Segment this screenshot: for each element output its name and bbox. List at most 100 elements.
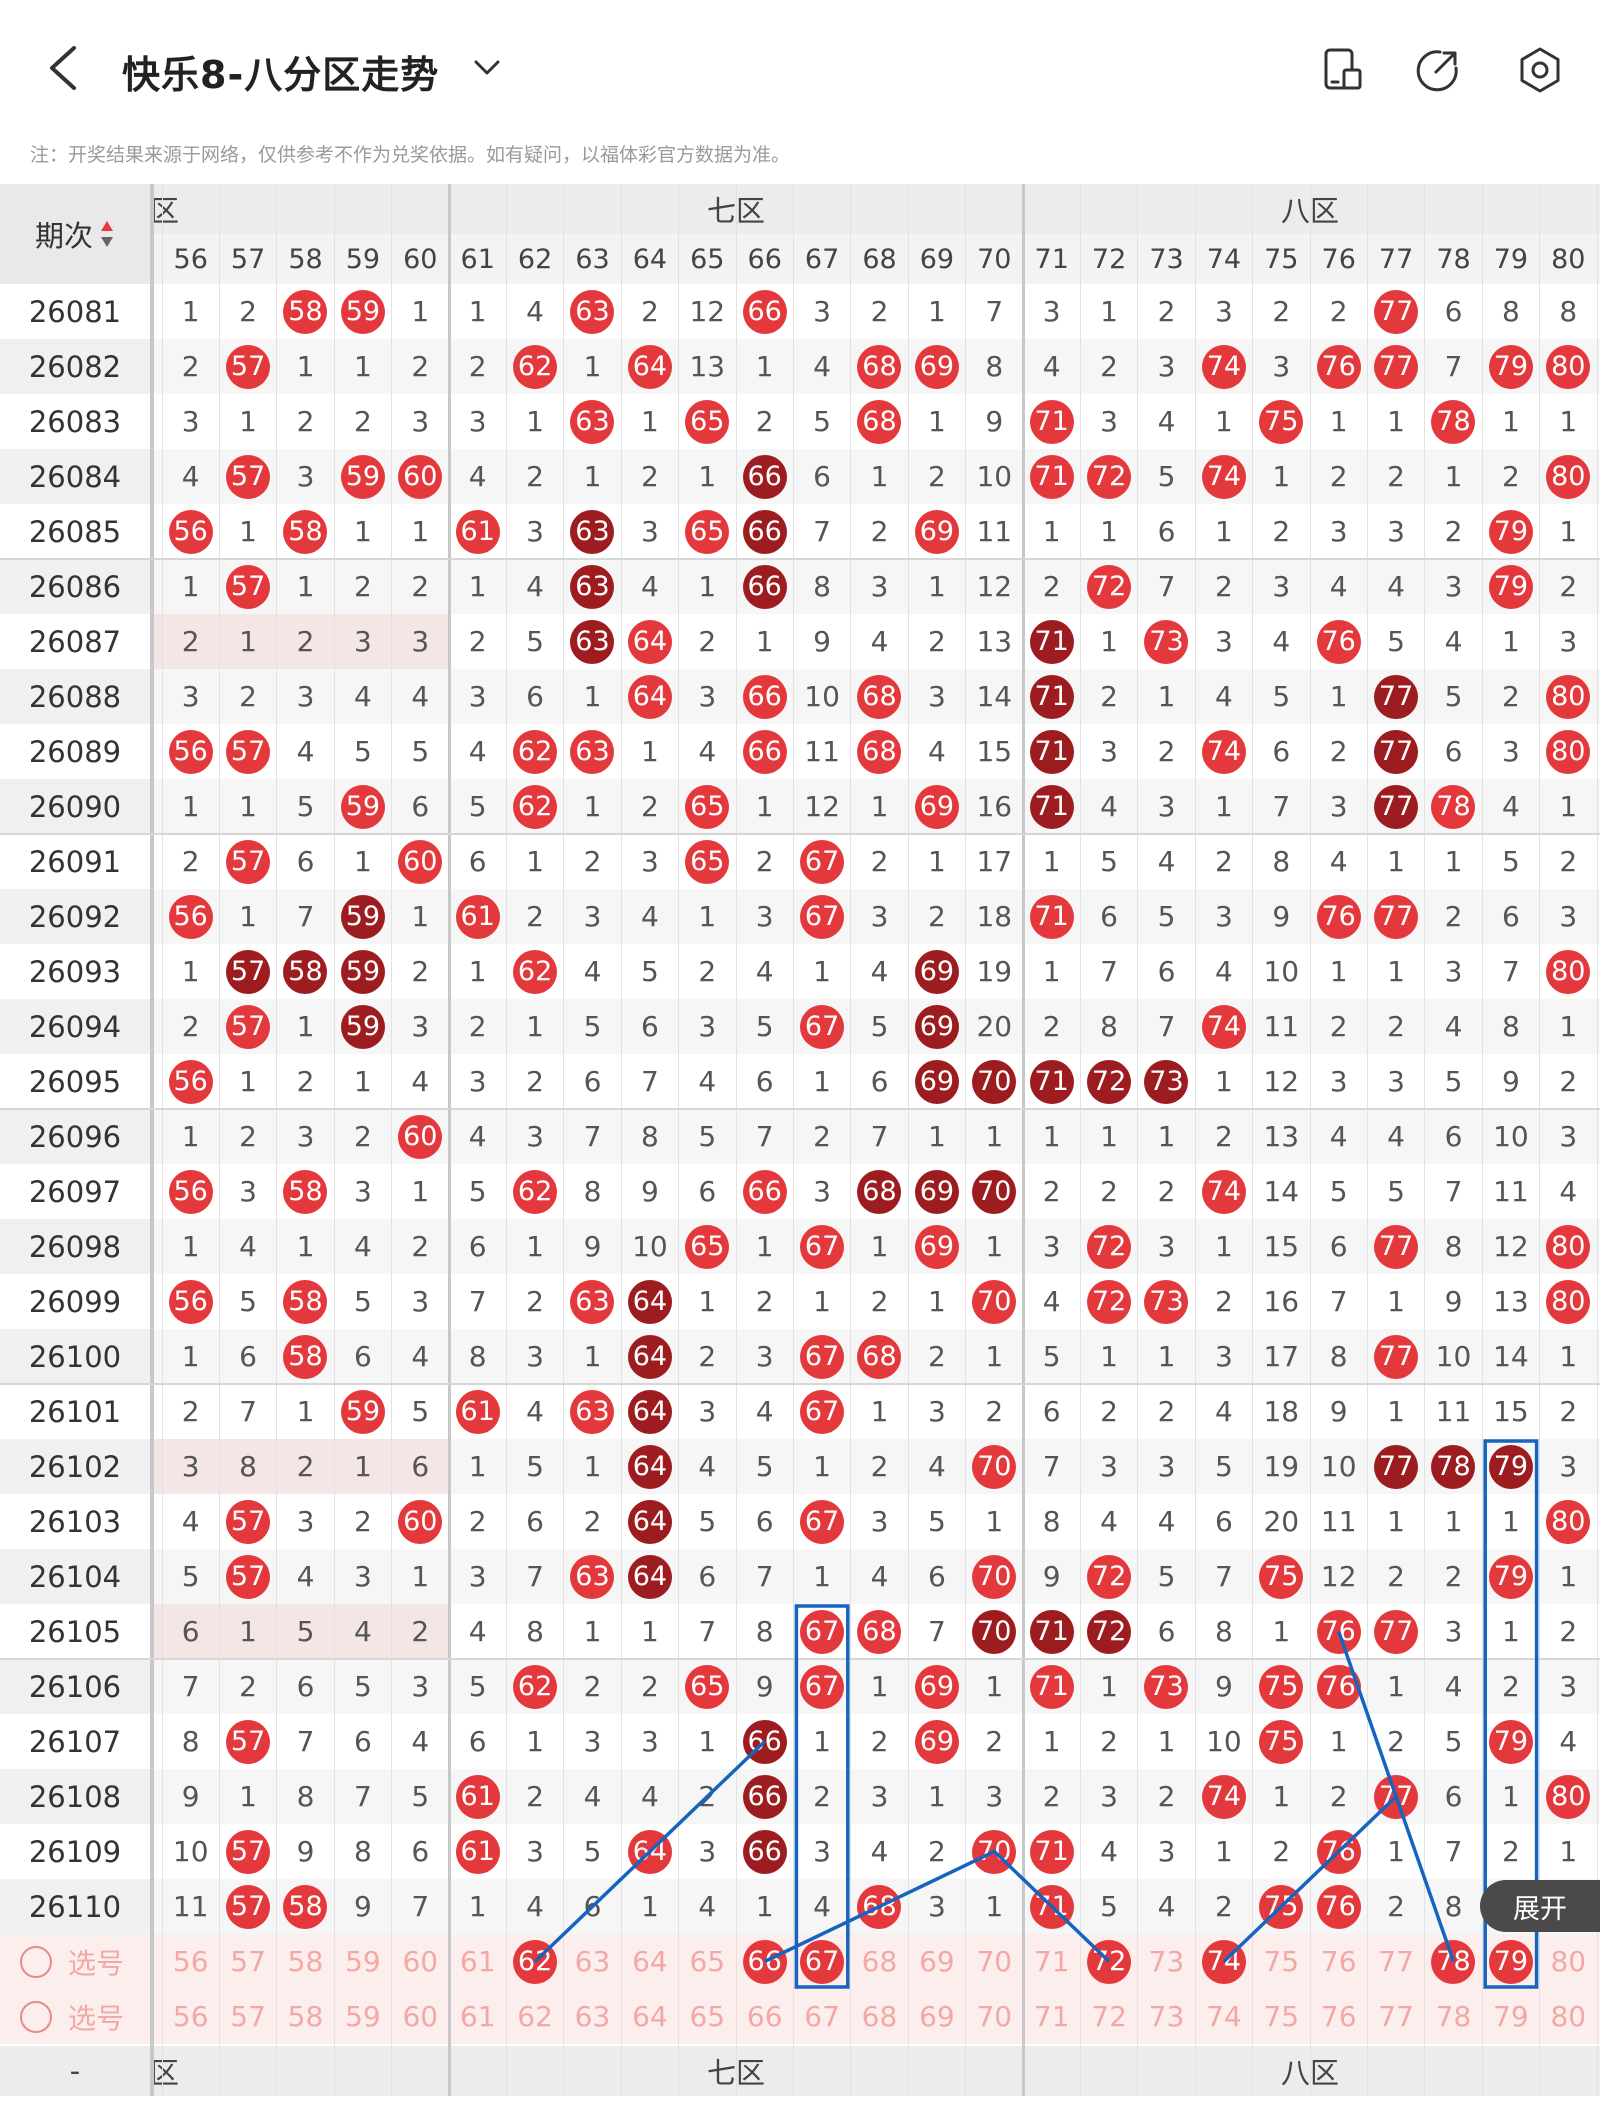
drawn-ball[interactable]: 75: [1259, 1884, 1304, 1929]
drawn-ball[interactable]: 71: [1029, 1884, 1074, 1929]
select-number-59[interactable]: 59: [345, 1945, 381, 1978]
drawn-ball[interactable]: 70: [972, 1609, 1017, 1654]
drawn-ball[interactable]: 77: [1374, 1444, 1419, 1489]
select-number-60[interactable]: 60: [402, 2000, 439, 2033]
select-label-cell[interactable]: 选号: [0, 1989, 170, 2044]
picked-ball[interactable]: 78: [1431, 1939, 1476, 1984]
drawn-ball[interactable]: 58: [283, 949, 328, 994]
drawn-ball[interactable]: 74: [1201, 454, 1246, 499]
drawn-ball[interactable]: 71: [1029, 1059, 1074, 1104]
picked-ball[interactable]: 72: [1087, 1939, 1132, 1984]
drawn-ball[interactable]: 65: [685, 399, 730, 444]
drawn-ball[interactable]: 68: [857, 729, 902, 774]
drawn-ball[interactable]: 72: [1087, 1059, 1132, 1104]
select-number-57[interactable]: 57: [230, 1945, 266, 1978]
drawn-ball[interactable]: 67: [800, 894, 845, 939]
drawn-ball[interactable]: 67: [800, 1389, 845, 1434]
drawn-ball[interactable]: 61: [455, 1389, 500, 1434]
drawn-ball[interactable]: 61: [455, 1774, 500, 1819]
sort-icon[interactable]: [99, 219, 115, 249]
drawn-ball[interactable]: 69: [914, 949, 959, 994]
drawn-ball[interactable]: 74: [1201, 1169, 1246, 1214]
drawn-ball[interactable]: 77: [1374, 289, 1419, 334]
drawn-ball[interactable]: 63: [570, 619, 615, 664]
drawn-ball[interactable]: 73: [1144, 1279, 1189, 1324]
select-number-56[interactable]: 56: [172, 1945, 209, 1978]
issue-column-header[interactable]: 期次: [0, 184, 150, 284]
select-number-71[interactable]: 71: [1033, 2000, 1070, 2033]
drawn-ball[interactable]: 59: [340, 289, 385, 334]
drawn-ball[interactable]: 64: [627, 344, 672, 389]
select-number-80[interactable]: 80: [1550, 1945, 1587, 1978]
drawn-ball[interactable]: 67: [800, 1334, 845, 1379]
drawn-ball[interactable]: 79: [1488, 344, 1533, 389]
drawn-ball[interactable]: 67: [800, 1664, 845, 1709]
drawn-ball[interactable]: 65: [685, 839, 730, 884]
select-number-68[interactable]: 68: [861, 1945, 898, 1978]
drawn-ball[interactable]: 68: [857, 1169, 902, 1214]
select-number-65[interactable]: 65: [689, 1945, 726, 1978]
drawn-ball[interactable]: 62: [513, 949, 558, 994]
picked-ball[interactable]: 67: [800, 1939, 845, 1984]
drawn-ball[interactable]: 64: [627, 1389, 672, 1434]
picked-ball[interactable]: 66: [742, 1939, 787, 1984]
select-number-66[interactable]: 66: [736, 1934, 793, 1989]
select-number-62[interactable]: 62: [506, 1934, 563, 1989]
drawn-ball[interactable]: 56: [168, 1169, 213, 1214]
drawn-ball[interactable]: 64: [627, 674, 672, 719]
drawn-ball[interactable]: 74: [1201, 1004, 1246, 1049]
expand-button[interactable]: 展开: [1480, 1880, 1600, 1932]
drawn-ball[interactable]: 59: [340, 454, 385, 499]
drawn-ball[interactable]: 59: [340, 894, 385, 939]
drawn-ball[interactable]: 71: [1029, 674, 1074, 719]
settings-icon[interactable]: [1516, 46, 1564, 94]
drawn-ball[interactable]: 57: [226, 454, 271, 499]
drawn-ball[interactable]: 66: [742, 289, 787, 334]
drawn-ball[interactable]: 66: [742, 729, 787, 774]
select-number-77[interactable]: 77: [1378, 1945, 1414, 1978]
drawn-ball[interactable]: 69: [914, 1169, 959, 1214]
drawn-ball[interactable]: 57: [226, 839, 271, 884]
drawn-ball[interactable]: 69: [914, 344, 959, 389]
select-number-79[interactable]: 79: [1482, 1934, 1539, 1989]
drawn-ball[interactable]: 56: [168, 729, 213, 774]
drawn-ball[interactable]: 59: [340, 1004, 385, 1049]
drawn-ball[interactable]: 63: [570, 1389, 615, 1434]
drawn-ball[interactable]: 80: [1546, 1774, 1591, 1819]
drawn-ball[interactable]: 56: [168, 894, 213, 939]
drawn-ball[interactable]: 70: [972, 1829, 1017, 1874]
drawn-ball[interactable]: 66: [742, 1169, 787, 1214]
drawn-ball[interactable]: 68: [857, 1609, 902, 1654]
drawn-ball[interactable]: 70: [972, 1554, 1017, 1599]
select-label-cell[interactable]: 选号: [0, 1934, 170, 1989]
drawn-ball[interactable]: 61: [455, 1829, 500, 1874]
drawn-ball[interactable]: 60: [398, 454, 443, 499]
drawn-ball[interactable]: 77: [1374, 1334, 1419, 1379]
select-number-76[interactable]: 76: [1320, 1945, 1357, 1978]
select-number-64[interactable]: 64: [632, 2000, 668, 2033]
drawn-ball[interactable]: 58: [283, 1884, 328, 1929]
drawn-ball[interactable]: 69: [914, 784, 959, 829]
drawn-ball[interactable]: 57: [226, 564, 271, 609]
select-number-74[interactable]: 74: [1206, 2000, 1242, 2033]
drawn-ball[interactable]: 79: [1488, 1444, 1533, 1489]
drawn-ball[interactable]: 57: [226, 1004, 271, 1049]
select-number-78[interactable]: 78: [1435, 2000, 1472, 2033]
drawn-ball[interactable]: 71: [1029, 1609, 1074, 1654]
select-number-75[interactable]: 75: [1263, 1945, 1300, 1978]
drawn-ball[interactable]: 59: [340, 784, 385, 829]
drawn-ball[interactable]: 65: [685, 509, 730, 554]
drawn-ball[interactable]: 70: [972, 1279, 1017, 1324]
drawn-ball[interactable]: 65: [685, 1224, 730, 1269]
drawn-ball[interactable]: 59: [340, 949, 385, 994]
drawn-ball[interactable]: 70: [972, 1059, 1017, 1104]
back-arrow-icon[interactable]: [40, 40, 88, 96]
select-number-61[interactable]: 61: [459, 2000, 496, 2033]
drawn-ball[interactable]: 69: [914, 1224, 959, 1269]
drawn-ball[interactable]: 65: [685, 1664, 730, 1709]
chevron-down-icon[interactable]: [470, 50, 504, 84]
drawn-ball[interactable]: 59: [340, 1389, 385, 1434]
drawn-ball[interactable]: 61: [455, 894, 500, 939]
select-number-71[interactable]: 71: [1033, 1945, 1070, 1978]
select-number-58[interactable]: 58: [287, 1945, 324, 1978]
